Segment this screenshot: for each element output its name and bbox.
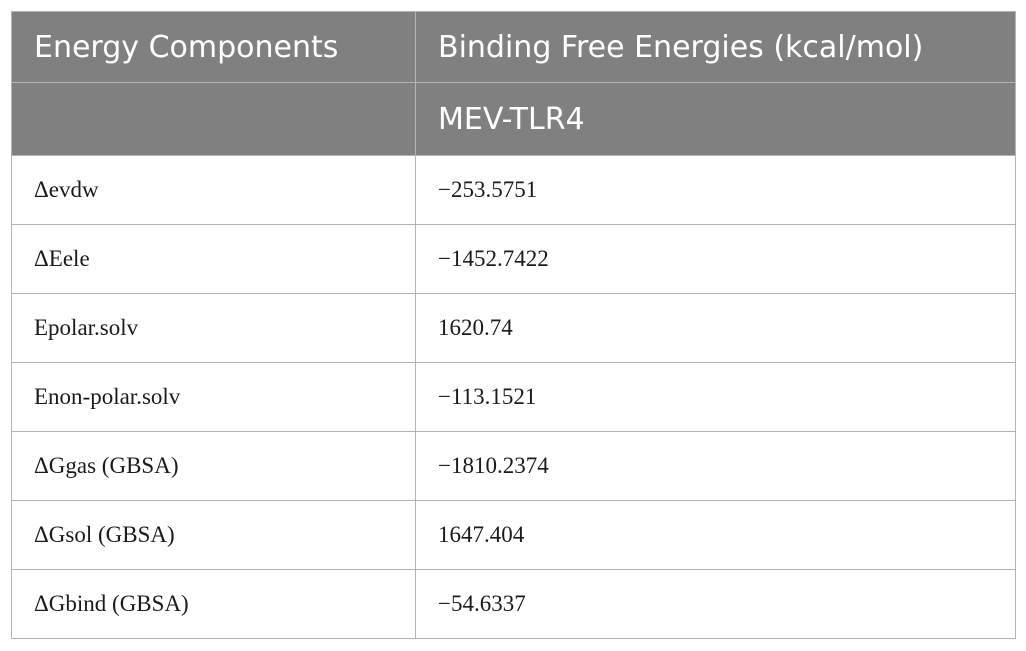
energy-value-cell: 1620.74	[415, 293, 1016, 363]
subheader-empty	[11, 82, 416, 156]
energy-value-cell: −1452.7422	[415, 224, 1016, 294]
binding-energy-table: Energy Components Binding Free Energies …	[11, 11, 1016, 639]
energy-component-cell: ΔGsol (GBSA)	[11, 500, 416, 570]
table-row: ΔGsol (GBSA) 1647.404	[11, 500, 1016, 570]
subheader-row: MEV-TLR4	[11, 82, 1016, 156]
energy-component-cell: ΔGbind (GBSA)	[11, 569, 416, 639]
subheader-mev-tlr4: MEV-TLR4	[415, 82, 1016, 156]
table-body: Δevdw −253.5751 ΔEele −1452.7422 Epolar.…	[11, 155, 1016, 639]
table-row: Enon-polar.solv −113.1521	[11, 362, 1016, 432]
energy-component-cell: ΔEele	[11, 224, 416, 294]
energy-value-cell: −253.5751	[415, 155, 1016, 225]
energy-component-cell: Enon-polar.solv	[11, 362, 416, 432]
energy-value-cell: −54.6337	[415, 569, 1016, 639]
header-binding-free-energies: Binding Free Energies (kcal/mol)	[415, 11, 1016, 83]
energy-table-container: Energy Components Binding Free Energies …	[11, 11, 1016, 639]
header-row: Energy Components Binding Free Energies …	[11, 11, 1016, 83]
energy-component-cell: ΔGgas (GBSA)	[11, 431, 416, 501]
energy-component-cell: Epolar.solv	[11, 293, 416, 363]
table-row: Δevdw −253.5751	[11, 155, 1016, 225]
energy-value-cell: −113.1521	[415, 362, 1016, 432]
table-header: Energy Components Binding Free Energies …	[11, 11, 1016, 156]
table-row: ΔEele −1452.7422	[11, 224, 1016, 294]
table-row: Epolar.solv 1620.74	[11, 293, 1016, 363]
energy-value-cell: −1810.2374	[415, 431, 1016, 501]
table-row: ΔGbind (GBSA) −54.6337	[11, 569, 1016, 639]
table-row: ΔGgas (GBSA) −1810.2374	[11, 431, 1016, 501]
header-energy-components: Energy Components	[11, 11, 416, 83]
energy-component-cell: Δevdw	[11, 155, 416, 225]
energy-value-cell: 1647.404	[415, 500, 1016, 570]
